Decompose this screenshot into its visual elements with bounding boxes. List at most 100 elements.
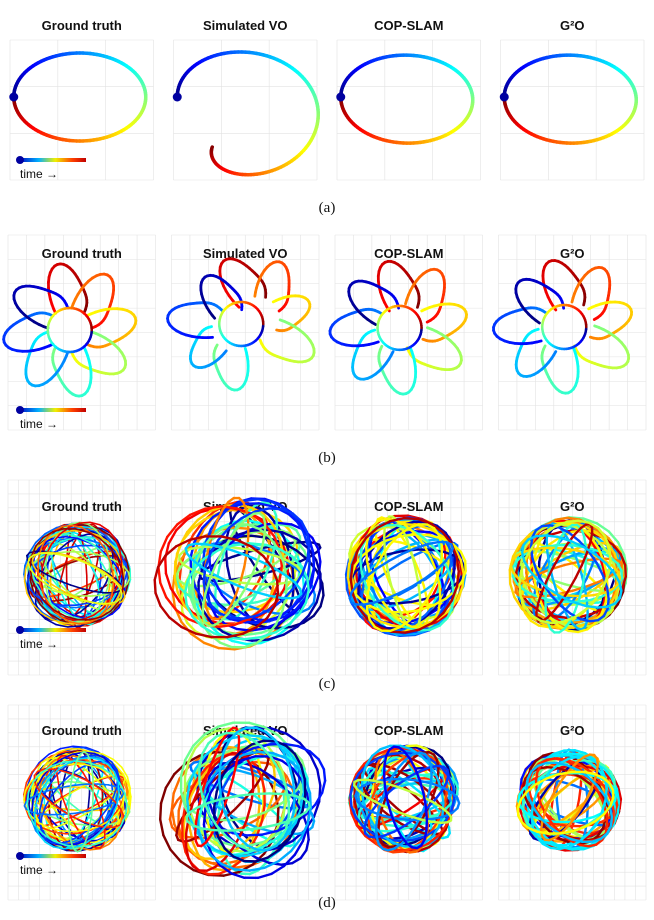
trajectory-segment	[391, 632, 405, 633]
trajectory-segment	[318, 549, 320, 562]
trajectory-segment	[590, 337, 593, 338]
trajectory-segment	[584, 301, 585, 305]
trajectory-segment	[32, 560, 33, 565]
legend-label: time →	[20, 417, 58, 431]
legend-label: time →	[20, 167, 58, 181]
trajectory-segment	[220, 643, 232, 647]
panel-title: Ground truth	[42, 18, 122, 33]
trajectory-segment	[625, 565, 626, 576]
start-marker	[173, 93, 182, 102]
trajectory-segment	[277, 580, 278, 593]
time-colorbar	[18, 408, 86, 412]
trajectory-segment	[41, 568, 42, 581]
trajectory-segment	[397, 602, 412, 604]
panel-title: Simulated VO	[203, 18, 288, 33]
trajectory-segment	[360, 560, 362, 573]
trajectory-segment	[417, 303, 418, 307]
trajectory-segment	[366, 548, 367, 561]
trajectory-segment	[229, 638, 245, 639]
trajectory-segment	[128, 572, 129, 578]
trajectory-segment	[216, 345, 218, 348]
page: Ground truth Simulated VO COP-SLAM G²O time …	[0, 0, 654, 920]
panel-title: COP-SLAM	[374, 18, 443, 33]
trajectory-segment	[380, 346, 382, 350]
trajectory-segment	[79, 623, 89, 624]
trajectory-segment	[175, 562, 176, 578]
trajectory-segment	[594, 318, 597, 320]
trajectory-segment	[404, 518, 418, 519]
start-marker	[336, 93, 345, 102]
trajectory-segment	[440, 586, 441, 599]
trajectory-segment	[378, 312, 382, 314]
trajectory-segment	[535, 329, 538, 330]
trajectory-segment	[70, 585, 82, 589]
caption: (b)	[318, 450, 336, 466]
trajectory-segment	[543, 311, 546, 313]
trajectory-segment	[232, 641, 246, 644]
trajectory-segment	[156, 593, 161, 606]
trajectory-segment	[25, 569, 26, 581]
trajectory-segment	[384, 538, 385, 551]
trajectory-segment	[384, 525, 395, 526]
trajectory-segment	[307, 578, 309, 590]
trajectory-segment	[314, 606, 321, 615]
trajectory-segment	[360, 548, 362, 560]
panel-title: Ground truth	[42, 499, 122, 514]
time-start-marker	[16, 156, 24, 164]
trajectory-segment	[565, 562, 579, 565]
trajectory-segment	[240, 567, 244, 582]
trajectory-segment	[231, 618, 244, 619]
trajectory-segment	[348, 564, 349, 577]
trajectory-segment	[371, 330, 374, 331]
trajectory-segment	[279, 309, 282, 311]
panel-title: G²O	[560, 18, 585, 33]
start-marker	[9, 93, 18, 102]
trajectory-segment	[124, 592, 125, 597]
trajectory-segment	[317, 588, 321, 602]
trajectory-segment	[420, 595, 421, 608]
trajectory-segment	[260, 340, 262, 344]
trajectory-segment	[277, 330, 280, 331]
trajectory-segment	[249, 584, 264, 585]
trajectory-segment	[86, 563, 87, 576]
trajectory-segment	[166, 573, 171, 588]
trajectory-segment	[79, 522, 89, 523]
trajectory-segment	[245, 637, 261, 639]
trajectory-segment	[28, 559, 29, 564]
trajectory-segment	[160, 583, 166, 597]
trajectory-segment	[411, 627, 420, 628]
trajectory-segment	[293, 584, 294, 599]
trajectory-segment	[350, 598, 351, 602]
start-marker	[500, 93, 509, 102]
trajectory-segment	[423, 339, 426, 340]
trajectory-segment	[209, 327, 212, 328]
panel-title: G²O	[560, 246, 585, 261]
trajectory-segment	[161, 606, 170, 618]
trajectory-segment	[67, 545, 68, 556]
trajectory-segment	[351, 564, 353, 579]
trajectory-segment	[165, 558, 166, 573]
trajectory-segment	[269, 508, 282, 509]
trajectory-segment	[510, 584, 514, 597]
trajectory-segment	[246, 622, 262, 623]
trajectory-segment	[415, 531, 429, 532]
trajectory-segment	[186, 548, 187, 553]
time-start-marker	[16, 406, 24, 414]
trajectory-segment	[276, 516, 277, 527]
trajectory-segment	[155, 580, 156, 593]
trajectory-segment	[278, 523, 292, 525]
trajectory-segment	[308, 545, 310, 559]
trajectory-segment	[556, 518, 568, 520]
trajectory-segment	[410, 591, 423, 598]
caption: (a)	[319, 200, 336, 216]
trajectory-segment	[321, 595, 324, 606]
trajectory-segment	[58, 593, 59, 604]
trajectory-segment	[189, 581, 190, 595]
panel-title: G²O	[560, 499, 585, 514]
panel-title: COP-SLAM	[374, 246, 443, 261]
trajectory-segment	[68, 626, 80, 627]
trajectory-segment	[543, 346, 545, 349]
trajectory-segment	[322, 583, 323, 595]
panel-title: COP-SLAM	[374, 499, 443, 514]
trajectory-segment	[185, 592, 187, 604]
